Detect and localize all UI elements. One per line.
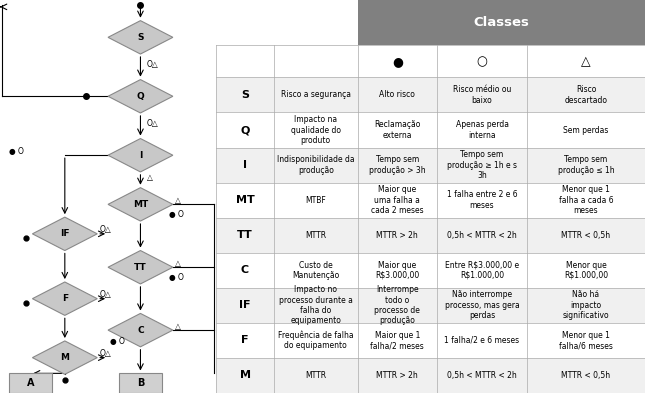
- Text: Classes: Classes: [473, 16, 530, 29]
- Text: IF: IF: [60, 230, 70, 238]
- Text: Maior que 1
falha/2 meses: Maior que 1 falha/2 meses: [370, 331, 424, 350]
- Polygon shape: [108, 139, 173, 172]
- Text: Menor que 1
falha a cada 6
meses: Menor que 1 falha a cada 6 meses: [559, 185, 613, 215]
- Text: ● O: ● O: [110, 338, 125, 346]
- FancyBboxPatch shape: [216, 253, 645, 288]
- Text: TT: TT: [134, 263, 147, 272]
- Text: ● O: ● O: [168, 273, 183, 281]
- Text: F: F: [62, 294, 68, 303]
- FancyBboxPatch shape: [216, 77, 645, 112]
- Text: Não interrompe
processo, mas gera
perdas: Não interrompe processo, mas gera perdas: [444, 290, 519, 320]
- Text: Custo de
Manutenção: Custo de Manutenção: [292, 261, 339, 280]
- Text: ● O: ● O: [9, 147, 24, 156]
- Text: MTTR < 0,5h: MTTR < 0,5h: [561, 231, 611, 240]
- Text: O△: O△: [99, 226, 111, 234]
- Text: O△: O△: [99, 349, 111, 358]
- Text: Alto risco: Alto risco: [379, 90, 415, 99]
- Polygon shape: [32, 282, 97, 315]
- Text: B: B: [137, 378, 144, 388]
- Text: Maior que
uma falha a
cada 2 meses: Maior que uma falha a cada 2 meses: [371, 185, 424, 215]
- Text: △: △: [175, 322, 181, 331]
- Text: M: M: [61, 353, 69, 362]
- Text: MTTR: MTTR: [305, 371, 326, 380]
- Text: I: I: [139, 151, 142, 160]
- Text: S: S: [241, 90, 249, 100]
- Text: IF: IF: [239, 300, 251, 310]
- Text: MT: MT: [133, 200, 148, 209]
- Text: Menor que 1
falha/6 meses: Menor que 1 falha/6 meses: [559, 331, 613, 350]
- Text: △: △: [581, 55, 591, 68]
- Text: △: △: [147, 173, 153, 182]
- Text: MTTR > 2h: MTTR > 2h: [377, 371, 418, 380]
- Text: Interrompe
todo o
processo de
produção: Interrompe todo o processo de produção: [374, 285, 421, 325]
- FancyBboxPatch shape: [216, 323, 645, 358]
- Polygon shape: [32, 341, 97, 374]
- Text: Risco a segurança: Risco a segurança: [281, 90, 351, 99]
- Text: 0,5h < MTTR < 2h: 0,5h < MTTR < 2h: [447, 371, 517, 380]
- Text: F: F: [241, 335, 249, 345]
- FancyBboxPatch shape: [8, 373, 52, 393]
- Text: 1 falha entre 2 e 6
meses: 1 falha entre 2 e 6 meses: [447, 191, 517, 210]
- Text: ○: ○: [477, 55, 488, 68]
- Text: 1 falha/2 e 6 meses: 1 falha/2 e 6 meses: [444, 336, 520, 345]
- Text: Impacto no
processo durante a
falha do
equipamento: Impacto no processo durante a falha do e…: [279, 285, 353, 325]
- Text: Sem perdas: Sem perdas: [563, 125, 609, 134]
- Polygon shape: [108, 251, 173, 284]
- Polygon shape: [108, 188, 173, 221]
- Text: TT: TT: [237, 230, 253, 240]
- FancyBboxPatch shape: [216, 183, 645, 218]
- Text: Apenas perda
interna: Apenas perda interna: [455, 120, 508, 140]
- Text: Q: Q: [241, 125, 250, 135]
- Text: M: M: [239, 371, 250, 380]
- Text: 0,5h < MTTR < 2h: 0,5h < MTTR < 2h: [447, 231, 517, 240]
- Text: Não há
impacto
significativo: Não há impacto significativo: [562, 290, 610, 320]
- Text: △: △: [175, 196, 181, 205]
- Text: Risco
descartado: Risco descartado: [564, 85, 608, 105]
- Text: Q: Q: [137, 92, 144, 101]
- Text: O△: O△: [147, 119, 159, 128]
- Text: MTTR > 2h: MTTR > 2h: [377, 231, 418, 240]
- Text: A: A: [26, 378, 34, 388]
- FancyBboxPatch shape: [216, 218, 645, 253]
- Text: Indisponibilidade da
produção: Indisponibilidade da produção: [277, 155, 355, 175]
- Text: MT: MT: [235, 195, 254, 205]
- Text: Reclamação
externa: Reclamação externa: [374, 120, 421, 140]
- Text: Menor que
R$1.000,00: Menor que R$1.000,00: [564, 261, 608, 280]
- Text: ●: ●: [392, 55, 402, 68]
- Text: Impacto na
qualidade do
produto: Impacto na qualidade do produto: [291, 115, 341, 145]
- Text: Entre R$3.000,00 e
R$1.000,00: Entre R$3.000,00 e R$1.000,00: [445, 261, 519, 280]
- FancyBboxPatch shape: [216, 112, 645, 147]
- Text: MTBF: MTBF: [306, 196, 326, 205]
- Polygon shape: [108, 79, 173, 113]
- FancyBboxPatch shape: [216, 358, 645, 393]
- Text: Risco médio ou
baixo: Risco médio ou baixo: [453, 85, 511, 105]
- Text: MTTR < 0,5h: MTTR < 0,5h: [561, 371, 611, 380]
- Text: MTTR: MTTR: [305, 231, 326, 240]
- Text: C: C: [241, 265, 249, 275]
- Text: I: I: [243, 160, 247, 170]
- FancyBboxPatch shape: [216, 288, 645, 323]
- Text: Tempo sem
produção > 3h: Tempo sem produção > 3h: [369, 155, 426, 175]
- Polygon shape: [108, 314, 173, 347]
- Text: O△: O△: [99, 290, 111, 299]
- Text: C: C: [137, 326, 144, 334]
- Polygon shape: [32, 217, 97, 251]
- Text: △: △: [175, 259, 181, 268]
- FancyBboxPatch shape: [119, 373, 162, 393]
- Text: O△: O△: [147, 61, 159, 69]
- Text: Frequência de falha
do equipamento: Frequência de falha do equipamento: [278, 331, 353, 350]
- FancyBboxPatch shape: [357, 0, 645, 45]
- Text: S: S: [137, 33, 144, 42]
- FancyBboxPatch shape: [216, 147, 645, 183]
- Text: Tempo sem
produção ≤ 1h: Tempo sem produção ≤ 1h: [558, 155, 614, 175]
- Polygon shape: [108, 20, 173, 54]
- Text: ● O: ● O: [168, 210, 183, 219]
- Text: Tempo sem
produção ≥ 1h e s
3h: Tempo sem produção ≥ 1h e s 3h: [447, 150, 517, 180]
- Text: Maior que
R$3.000,00: Maior que R$3.000,00: [375, 261, 419, 280]
